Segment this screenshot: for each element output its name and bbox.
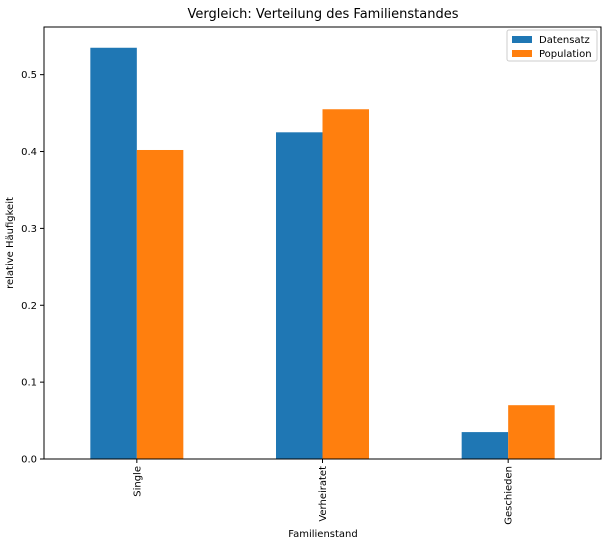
y-tick-label: 0.0 [21,455,37,466]
x-tick-label: Single [132,466,143,497]
legend-swatch-population [512,50,532,57]
legend-label-datensatz: Datensatz [539,35,590,46]
legend-label-population: Population [539,49,592,60]
bar-population-geschieden [508,405,555,459]
bar-population-single [136,149,184,459]
bar-population-verheiratet [322,109,369,459]
x-tick-label: Geschieden [504,466,515,525]
legend-swatch-datensatz [512,36,532,43]
bar-datensatz-single [90,47,137,459]
x-axis: Single Verheiratet Geschieden [132,459,515,525]
bar-datensatz-verheiratet [276,132,323,459]
y-tick-label: 0.3 [21,224,37,235]
bar-datensatz-geschieden [461,432,509,459]
bars [90,47,555,459]
legend: Datensatz Population [506,29,598,62]
x-tick-label: Verheiratet [318,466,329,522]
y-tick-label: 0.2 [21,301,37,312]
chart-title: Vergleich: Verteilung des Familienstande… [187,7,458,22]
y-axis-label: relative Häufigkeit [5,197,16,289]
y-axis: 0.0 0.1 0.2 0.3 0.4 0.5 [21,70,44,466]
x-axis-label: Familienstand [288,529,357,540]
y-tick-label: 0.4 [21,147,37,158]
y-tick-label: 0.5 [21,70,37,81]
y-tick-label: 0.1 [21,378,37,389]
